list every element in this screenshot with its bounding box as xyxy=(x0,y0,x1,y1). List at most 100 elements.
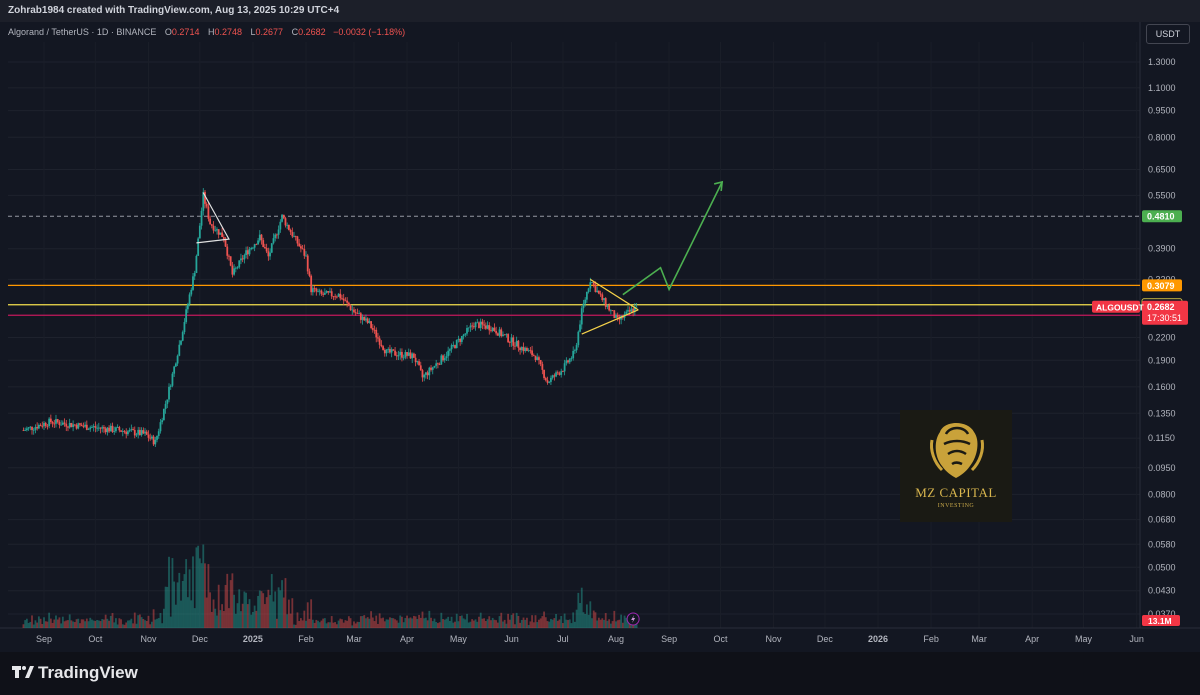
candle-body xyxy=(568,358,571,363)
candle-body xyxy=(556,372,559,374)
candle-body xyxy=(596,290,599,292)
volume-bar xyxy=(39,618,42,628)
volume-bar xyxy=(373,621,376,628)
volume-bar xyxy=(118,618,121,628)
volume-bar xyxy=(104,614,107,628)
candle-body xyxy=(260,234,263,241)
candle-body xyxy=(526,348,528,351)
volume-bar xyxy=(471,619,474,628)
volume-bar xyxy=(563,613,566,628)
volume-bar xyxy=(502,621,504,628)
volume-bar xyxy=(587,614,590,628)
candle-body xyxy=(603,298,605,301)
volume-bar xyxy=(512,613,515,628)
candle-body xyxy=(496,333,499,336)
volume-bar xyxy=(615,621,617,628)
volume-bar xyxy=(327,622,330,628)
volume-bar xyxy=(103,619,105,628)
volume-bar xyxy=(325,623,328,628)
candle-body xyxy=(287,224,290,230)
triangle-upper xyxy=(589,278,639,311)
volume-bar xyxy=(438,622,441,628)
currency-button[interactable]: USDT xyxy=(1146,24,1190,44)
candle-body xyxy=(500,329,503,337)
candle-body xyxy=(39,424,42,426)
volume-bar xyxy=(406,615,408,628)
y-tick-label: 0.2200 xyxy=(1148,333,1176,343)
volume-bar xyxy=(551,619,554,628)
candle-body xyxy=(361,316,364,320)
volume-bar xyxy=(318,622,321,628)
high-value: 0.2748 xyxy=(214,27,242,37)
volume-bar xyxy=(466,613,468,628)
candle-body xyxy=(436,363,439,365)
candle-body xyxy=(246,250,249,255)
volume-bar xyxy=(544,617,547,628)
change-value: −0.0032 (−1.18%) xyxy=(333,27,406,37)
candle-body xyxy=(318,290,321,292)
candle-body xyxy=(493,327,496,331)
volume-bar xyxy=(147,615,150,628)
candle-body xyxy=(252,247,254,249)
volume-bar xyxy=(498,616,501,628)
volume-bar xyxy=(255,610,258,628)
high-label: H xyxy=(207,27,215,37)
volume-bar xyxy=(467,622,470,628)
candle-body xyxy=(210,224,213,226)
y-tick-label: 0.1150 xyxy=(1148,433,1175,443)
level-tag-text: 0.3079 xyxy=(1147,281,1175,291)
candle-body xyxy=(536,357,539,360)
low-value: 0.2677 xyxy=(255,27,284,37)
candle-body xyxy=(524,348,527,352)
volume-bar xyxy=(75,619,78,628)
volume-bar xyxy=(519,622,521,628)
volume-bar xyxy=(322,618,325,628)
volume-bar xyxy=(125,622,128,628)
volume-bar xyxy=(61,616,64,628)
candle-body xyxy=(173,366,176,374)
candle-body xyxy=(573,350,576,352)
candle-body xyxy=(262,240,265,248)
candle-body xyxy=(104,428,107,433)
candle-body xyxy=(349,305,352,310)
candle-body xyxy=(589,282,592,289)
volume-bar xyxy=(173,581,176,628)
volume-bar xyxy=(48,612,51,628)
candle-body xyxy=(315,288,318,292)
candle-body xyxy=(207,206,210,219)
candle-body xyxy=(433,365,436,368)
candle-body xyxy=(267,251,270,257)
candle-body xyxy=(176,355,179,364)
x-tick-label: Sep xyxy=(36,634,52,644)
volume-bars xyxy=(22,544,638,628)
candle-body xyxy=(514,345,516,347)
y-tick-label: 0.0430 xyxy=(1148,586,1176,596)
volume-bar xyxy=(233,594,235,628)
candle-body xyxy=(565,360,568,364)
candle-body xyxy=(616,314,619,318)
candle-body xyxy=(413,353,415,358)
candle-body xyxy=(577,331,580,346)
candle-body xyxy=(238,260,241,268)
volume-bar xyxy=(183,574,186,628)
projection-arrowhead xyxy=(713,180,724,192)
candle-body xyxy=(462,334,465,336)
candle-body xyxy=(306,255,309,272)
price-chart[interactable]: 1.3000 1.1000 0.9500 0.8000 0.6500 0.5500 0.39… xyxy=(0,0,1200,652)
volume-bar xyxy=(341,619,343,628)
y-tick-label: 0.0500 xyxy=(1148,562,1176,572)
candle-body xyxy=(108,427,110,432)
creator-line: Zohrab1984 created with TradingView.com,… xyxy=(8,5,340,16)
candle-body xyxy=(128,430,131,432)
volume-bar xyxy=(416,618,419,628)
candle-body xyxy=(317,291,319,293)
volume-bar xyxy=(258,590,261,628)
volume-bar xyxy=(72,621,75,628)
volume-bar xyxy=(37,616,40,628)
volume-bar xyxy=(157,618,160,628)
volume-bar xyxy=(383,621,386,628)
volume-bar xyxy=(245,592,247,628)
volume-bar xyxy=(291,598,294,628)
volume-bar xyxy=(447,616,450,628)
candle-body xyxy=(48,418,51,427)
